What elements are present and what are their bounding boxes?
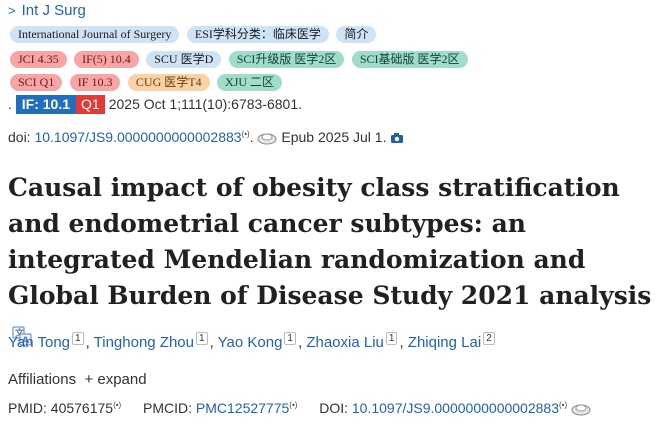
doi-line: doi: 10.1097/JS9.0000000000002883(•). Ep… bbox=[8, 129, 404, 145]
pmcid-mark[interactable]: (•) bbox=[289, 400, 298, 410]
affiliations-label: Affiliations bbox=[8, 371, 77, 388]
badge-row-2: JCI 4.35 IF(5) 10.4 SCU 医学D SCI升级版 医学2区 … bbox=[10, 51, 471, 69]
badge-xju[interactable]: XJU 二区 bbox=[217, 74, 283, 92]
doi-prefix: doi: bbox=[8, 129, 35, 145]
author-link[interactable]: Yan Tong bbox=[8, 334, 70, 351]
doi-link-bottom[interactable]: 10.1097/JS9.0000000000002883 bbox=[351, 400, 559, 416]
author-separator: , bbox=[399, 334, 404, 351]
doi-mark[interactable]: (•) bbox=[558, 400, 568, 410]
pmid-mark[interactable]: (•) bbox=[113, 400, 122, 410]
citation-text: 2025 Oct 1;111(10):6783-6801. bbox=[108, 96, 303, 112]
affiliation-marker[interactable]: 1 bbox=[196, 332, 208, 345]
badge-jci[interactable]: JCI 4.35 bbox=[10, 51, 67, 69]
identifiers-row: PMID: 40576175(•) PMCID: PMC12527775(•) … bbox=[8, 400, 591, 416]
affiliation-marker[interactable]: 1 bbox=[72, 332, 84, 345]
badge-esi-category[interactable]: ESI学科分类：临床医学 bbox=[186, 26, 329, 44]
sci-hub-icon-bottom[interactable] bbox=[571, 400, 591, 416]
affiliations-row: Affiliations + expand bbox=[8, 371, 147, 388]
badge-journal-fullname[interactable]: International Journal of Surgery bbox=[10, 26, 180, 44]
author-separator: , bbox=[85, 334, 90, 351]
author-link[interactable]: Tinghong Zhou bbox=[93, 334, 194, 351]
sci-hub-mark[interactable]: (•) bbox=[241, 129, 250, 139]
quartile-badge: Q1 bbox=[76, 95, 105, 114]
badge-if5[interactable]: IF(5) 10.4 bbox=[74, 51, 139, 69]
badge-scu[interactable]: SCU 医学D bbox=[146, 51, 222, 69]
journal-name[interactable]: Int J Surg bbox=[21, 2, 86, 19]
citation-line: . IF: 10.1 Q1 2025 Oct 1;111(10):6783-6801… bbox=[8, 95, 302, 114]
author-link[interactable]: Zhaoxia Liu bbox=[306, 334, 384, 351]
author-separator: , bbox=[297, 334, 303, 351]
badge-sci-basic[interactable]: SCI基础版 医学2区 bbox=[351, 51, 468, 69]
chevron-right-icon: > bbox=[8, 3, 16, 18]
author-list: Yan Tong 1, Tinghong Zhou 1, Yao Kong 1, Zh… bbox=[8, 332, 497, 351]
badge-row-1: International Journal of Surgery ESI学科分类… bbox=[10, 26, 379, 44]
affiliation-marker[interactable]: 1 bbox=[284, 332, 296, 345]
pmcid-link[interactable]: PMC12527775 bbox=[195, 400, 290, 416]
svg-text:文: 文 bbox=[14, 327, 25, 339]
expand-affiliations-button[interactable]: + expand bbox=[84, 371, 147, 388]
badge-if[interactable]: IF 10.3 bbox=[69, 74, 121, 92]
affiliation-marker[interactable]: 1 bbox=[385, 332, 398, 345]
author-link[interactable]: Yao Kong bbox=[217, 334, 283, 351]
impact-factor-badge: IF: 10.1 bbox=[15, 95, 77, 114]
article-title-text: Causal impact of obesity class stratific… bbox=[8, 173, 652, 310]
badge-row-3: SCI Q1 IF 10.3 CUG 医学T4 XJU 二区 bbox=[10, 74, 285, 92]
badge-sci-q1[interactable]: SCI Q1 bbox=[10, 74, 63, 92]
camera-icon[interactable] bbox=[390, 129, 404, 145]
sci-hub-icon[interactable] bbox=[257, 129, 281, 145]
affiliation-marker[interactable]: 2 bbox=[483, 332, 495, 345]
pmcid-label: PMCID: bbox=[143, 400, 196, 416]
citation-dot: . bbox=[8, 96, 12, 112]
pmid-label: PMID: bbox=[8, 400, 51, 416]
badge-cug[interactable]: CUG 医学T4 bbox=[127, 74, 210, 92]
article-title: Causal impact of obesity class stratific… bbox=[8, 170, 663, 350]
epub-text: Epub 2025 Jul 1. bbox=[281, 129, 387, 145]
author-separator: , bbox=[209, 334, 214, 351]
badge-sci-upgrade[interactable]: SCI升级版 医学2区 bbox=[228, 51, 345, 69]
pmid-value: 40576175 bbox=[50, 400, 114, 416]
svg-text:A: A bbox=[22, 336, 29, 346]
badge-intro[interactable]: 简介 bbox=[336, 26, 377, 44]
doi-label: DOI: bbox=[319, 400, 352, 416]
journal-link[interactable]: > Int J Surg bbox=[8, 2, 86, 19]
doi-link[interactable]: 10.1097/JS9.0000000000002883 bbox=[34, 129, 242, 145]
author-link[interactable]: Zhiqing Lai bbox=[407, 334, 482, 351]
